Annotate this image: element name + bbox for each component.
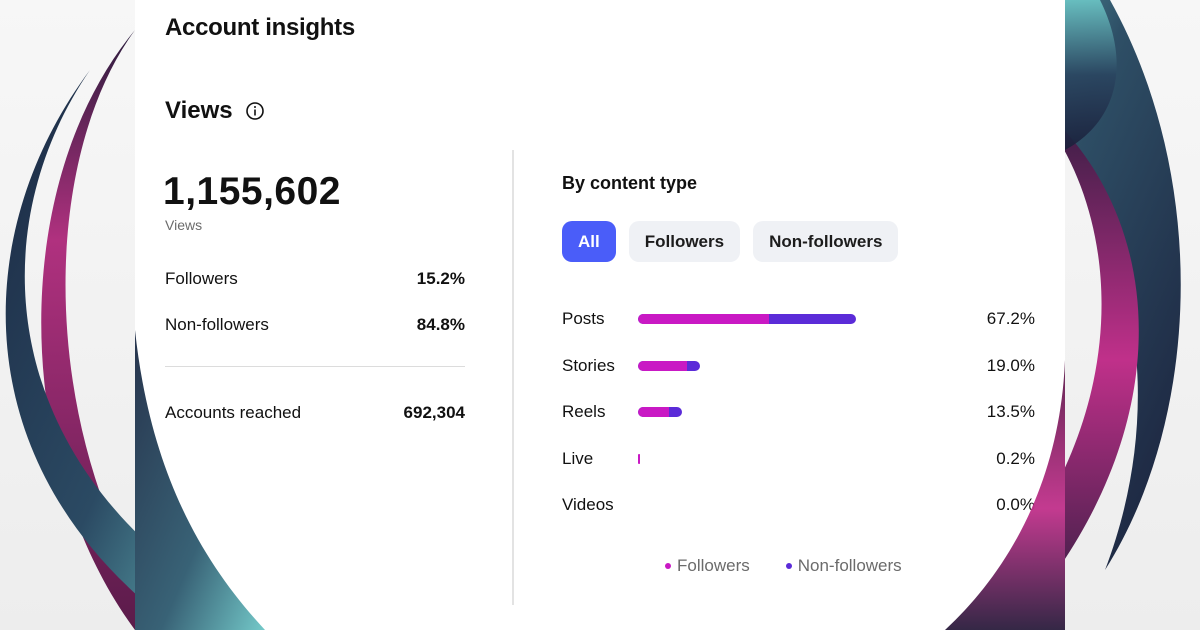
views-section-title: Views bbox=[165, 97, 265, 125]
views-title-text: Views bbox=[165, 97, 233, 124]
content-type-filters: All Followers Non-followers bbox=[562, 221, 899, 262]
non-followers-stat-label: Non-followers bbox=[165, 315, 269, 334]
legend-followers-label: Followers bbox=[677, 556, 750, 575]
content-type-label: Live bbox=[562, 448, 594, 468]
content-type-row: Reels 13.5% bbox=[562, 400, 1035, 424]
content-type-row: Posts 67.2% bbox=[562, 307, 1035, 331]
stats-divider bbox=[165, 366, 465, 367]
content-type-percent: 0.0% bbox=[996, 495, 1035, 514]
content-type-label: Reels bbox=[562, 402, 606, 421]
content-type-bar-track bbox=[638, 500, 938, 510]
followers-stat-value: 15.2% bbox=[416, 269, 465, 288]
chart-legend: Followers Non-followers bbox=[665, 556, 902, 576]
legend-non-followers-label: Non-followers bbox=[797, 556, 902, 575]
content-type-bar bbox=[638, 360, 700, 371]
non-followers-stat: Non-followers 84.8% bbox=[165, 315, 465, 335]
content-type-percent: 67.2% bbox=[986, 309, 1035, 328]
total-views-caption: Views bbox=[165, 217, 203, 233]
followers-stat: Followers 15.2% bbox=[165, 269, 465, 289]
content-type-row: Videos 0.0% bbox=[562, 493, 1035, 517]
page-title: Account insights bbox=[165, 14, 355, 41]
filter-chip-all[interactable]: All bbox=[562, 221, 616, 262]
content-type-bar-track bbox=[638, 314, 938, 324]
content-type-percent: 13.5% bbox=[986, 402, 1035, 421]
legend-followers-dot bbox=[665, 563, 671, 569]
content-type-bar-track bbox=[638, 407, 938, 417]
content-type-row: Live 0.2% bbox=[562, 447, 1035, 471]
followers-stat-label: Followers bbox=[165, 269, 238, 288]
accounts-reached-stat: Accounts reached 692,304 bbox=[165, 403, 465, 423]
content-type-bar bbox=[638, 314, 856, 324]
content-type-bar-track bbox=[638, 453, 938, 464]
insights-card: Account insights Views 1,155,602 Views F… bbox=[135, 0, 1065, 630]
filter-chip-non-followers[interactable]: Non-followers bbox=[753, 221, 899, 262]
content-type-title: By content type bbox=[562, 173, 698, 193]
content-type-bar-track bbox=[638, 360, 938, 371]
legend-followers: Followers bbox=[665, 556, 750, 576]
content-type-percent: 0.2% bbox=[996, 448, 1035, 468]
accounts-reached-label: Accounts reached bbox=[165, 403, 302, 422]
content-type-bar-followers-segment bbox=[638, 314, 769, 324]
legend-non-followers-dot bbox=[785, 563, 792, 569]
content-type-bar-followers-segment bbox=[638, 407, 669, 417]
content-type-label: Posts bbox=[562, 309, 605, 328]
accounts-reached-value: 692,304 bbox=[403, 403, 465, 422]
content-type-bar bbox=[638, 407, 682, 417]
filter-chip-followers[interactable]: Followers bbox=[628, 221, 741, 262]
content-type-row: Stories 19.0% bbox=[562, 354, 1035, 378]
content-type-bar-followers-segment bbox=[638, 453, 640, 464]
content-type-label: Stories bbox=[562, 355, 615, 375]
content-type-label: Videos bbox=[562, 495, 614, 514]
content-type-bar bbox=[638, 453, 640, 464]
total-views-value: 1,155,602 bbox=[163, 170, 342, 213]
non-followers-stat-value: 84.8% bbox=[416, 315, 465, 334]
column-divider bbox=[512, 150, 514, 605]
legend-non-followers: Non-followers bbox=[785, 556, 902, 576]
info-circle-icon[interactable] bbox=[245, 101, 265, 121]
content-type-percent: 19.0% bbox=[986, 355, 1035, 375]
content-type-bar-followers-segment bbox=[638, 360, 688, 371]
